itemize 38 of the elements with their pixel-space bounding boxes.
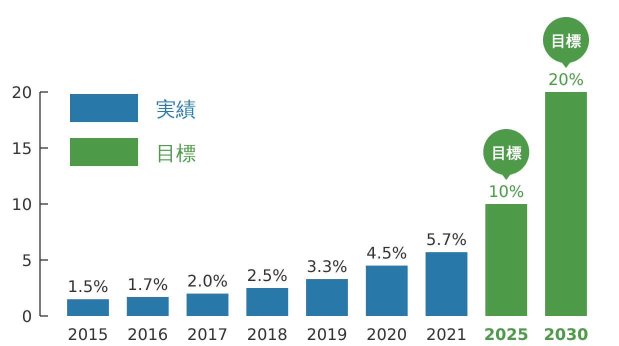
bar xyxy=(545,92,587,316)
data-label: 1.7% xyxy=(127,274,168,294)
data-label: 3.3% xyxy=(306,257,348,276)
data-label: 4.5% xyxy=(366,244,408,263)
x-tick-label: 2020 xyxy=(366,325,408,344)
data-label: 20% xyxy=(548,70,584,89)
x-tick-label: 2021 xyxy=(426,325,467,344)
data-label: 2.5% xyxy=(246,266,288,285)
data-label: 2.0% xyxy=(187,272,228,291)
bar xyxy=(246,288,288,316)
x-tick-label: 2030 xyxy=(544,325,588,344)
y-tick-label: 20 xyxy=(12,83,32,102)
x-tick-label: 2018 xyxy=(246,325,288,344)
y-tick-label: 15 xyxy=(12,139,32,158)
x-tick-label: 2015 xyxy=(68,325,108,344)
legend-label: 目標 xyxy=(156,141,196,165)
y-tick-label: 10 xyxy=(12,195,32,214)
bar xyxy=(426,252,468,316)
data-label: 1.5% xyxy=(68,277,108,296)
y-tick-label: 5 xyxy=(22,251,32,270)
data-label: 5.7% xyxy=(426,230,467,250)
bar xyxy=(186,294,228,316)
legend-label: 実績 xyxy=(156,97,196,121)
callout: 目標 xyxy=(543,17,589,68)
y-tick-label: 0 xyxy=(22,307,32,326)
bar xyxy=(126,296,169,316)
annotation: 目標 xyxy=(491,144,522,162)
bar xyxy=(366,266,408,316)
x-tick-label: 2019 xyxy=(306,325,348,344)
bar xyxy=(485,204,528,316)
x-tick-label: 2025 xyxy=(484,325,529,344)
annotation: 目標 xyxy=(551,32,581,50)
x-tick-label: 2017 xyxy=(187,325,228,344)
x-tick-label: 2016 xyxy=(127,325,168,344)
callout: 目標 xyxy=(483,129,530,180)
bar xyxy=(306,279,348,316)
bar xyxy=(67,299,109,316)
data-label: 10% xyxy=(488,182,524,201)
